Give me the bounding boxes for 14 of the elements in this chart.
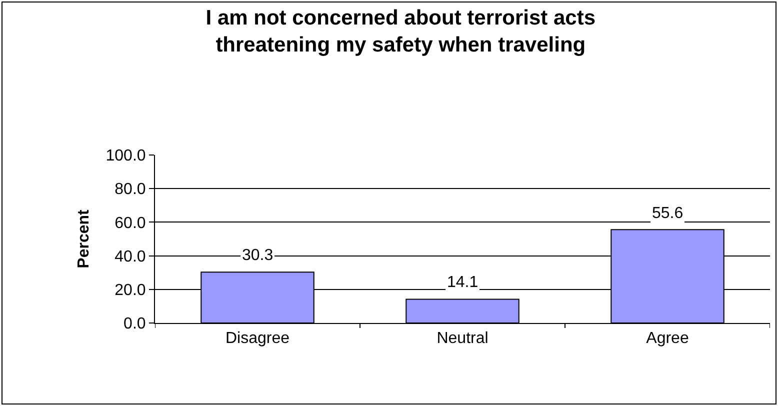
x-tick-label: Agree bbox=[646, 330, 689, 348]
data-label: 14.1 bbox=[447, 274, 478, 291]
y-tick-label: 20.0 bbox=[114, 282, 146, 299]
y-axis-title: Percent bbox=[76, 208, 93, 268]
x-tick-label: Neutral bbox=[436, 330, 488, 348]
data-label: 55.6 bbox=[652, 205, 684, 222]
y-tick-label: 100.0 bbox=[106, 148, 146, 165]
x-tick-label: Disagree bbox=[225, 330, 290, 348]
y-tick-label: 80.0 bbox=[114, 181, 146, 198]
chart-title: I am not concerned about terrorist acts threatening my safety when traveling bbox=[206, 6, 596, 57]
y-tick-label: 60.0 bbox=[114, 214, 146, 232]
y-tick-label: 0.0 bbox=[124, 316, 146, 333]
y-tick-label: 40.0 bbox=[114, 248, 146, 266]
data-label: 30.3 bbox=[242, 247, 274, 264]
